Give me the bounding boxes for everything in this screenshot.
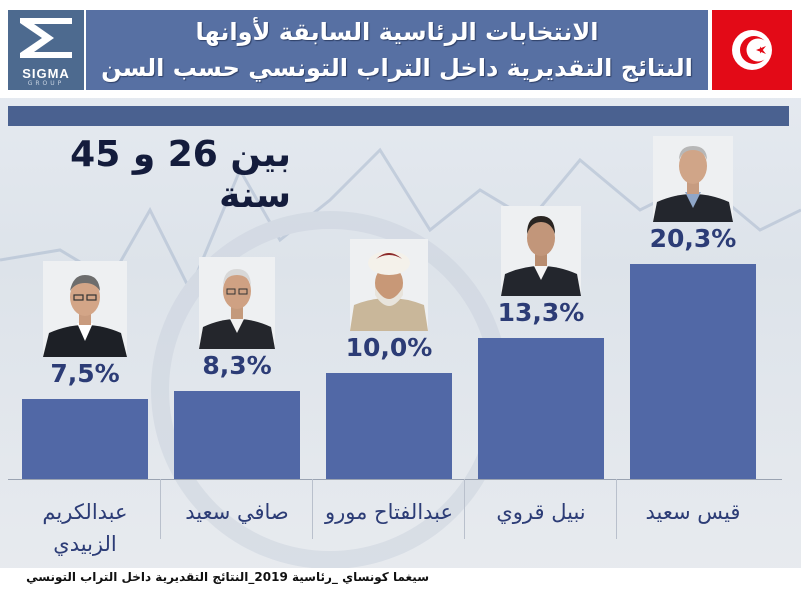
category-separator [464, 479, 465, 539]
bar-saied [630, 264, 756, 479]
value-label-mourou: 10,0% [345, 333, 433, 362]
footer-caption: سيغما كونساي _رئاسية 2019_النتائج التقدي… [26, 570, 429, 584]
footer [0, 568, 801, 592]
category-separator [160, 479, 161, 539]
title-banner: الانتخابات الرئاسية السابقة لأوانها النت… [86, 10, 708, 90]
candidate-photo-saied [653, 136, 733, 222]
category-separator [616, 479, 617, 539]
candidate-photo-mourou [350, 239, 428, 331]
age-group-subtitle: بين 26 و 45 سنة [70, 134, 291, 216]
bar-safi [174, 391, 300, 479]
value-label-saied: 20,3% [649, 224, 737, 253]
sigma-icon [20, 18, 72, 58]
category-label-saied: قيس سعيد [645, 500, 741, 524]
sigma-logo: SIGMA GROUP [8, 10, 84, 90]
value-label-karoui: 13,3% [497, 298, 585, 327]
category-separator [312, 479, 313, 539]
logo-subtext: GROUP [27, 80, 65, 87]
bar-karoui [478, 338, 604, 479]
header-strip [8, 106, 789, 126]
category-label-zbidi: عبدالكريم الزبيدي [42, 500, 128, 556]
category-label-safi: صافي سعيد [185, 500, 289, 524]
value-label-safi: 8,3% [202, 351, 272, 380]
candidate-photo-karoui [501, 206, 581, 296]
candidate-photo-safi [199, 257, 275, 349]
category-label-karoui: نبيل قروي [496, 500, 586, 524]
logo-text: SIGMA [22, 66, 70, 81]
value-label-zbidi: 7,5% [50, 359, 120, 388]
title-line-1: الانتخابات الرئاسية السابقة لأوانها [195, 18, 599, 46]
bar-zbidi [22, 399, 148, 479]
tunisia-flag [712, 10, 792, 90]
header: SIGMA GROUP الانتخابات الرئاسية السابقة … [0, 0, 801, 98]
bar-mourou [326, 373, 452, 479]
category-label-mourou: عبدالفتاح مورو [324, 500, 454, 524]
candidate-photo-zbidi [43, 261, 127, 357]
flag-emblem-icon [732, 30, 772, 70]
title-line-2: النتائج التقديرية داخل التراب التونسي حس… [101, 54, 693, 82]
chart-baseline [8, 479, 782, 480]
